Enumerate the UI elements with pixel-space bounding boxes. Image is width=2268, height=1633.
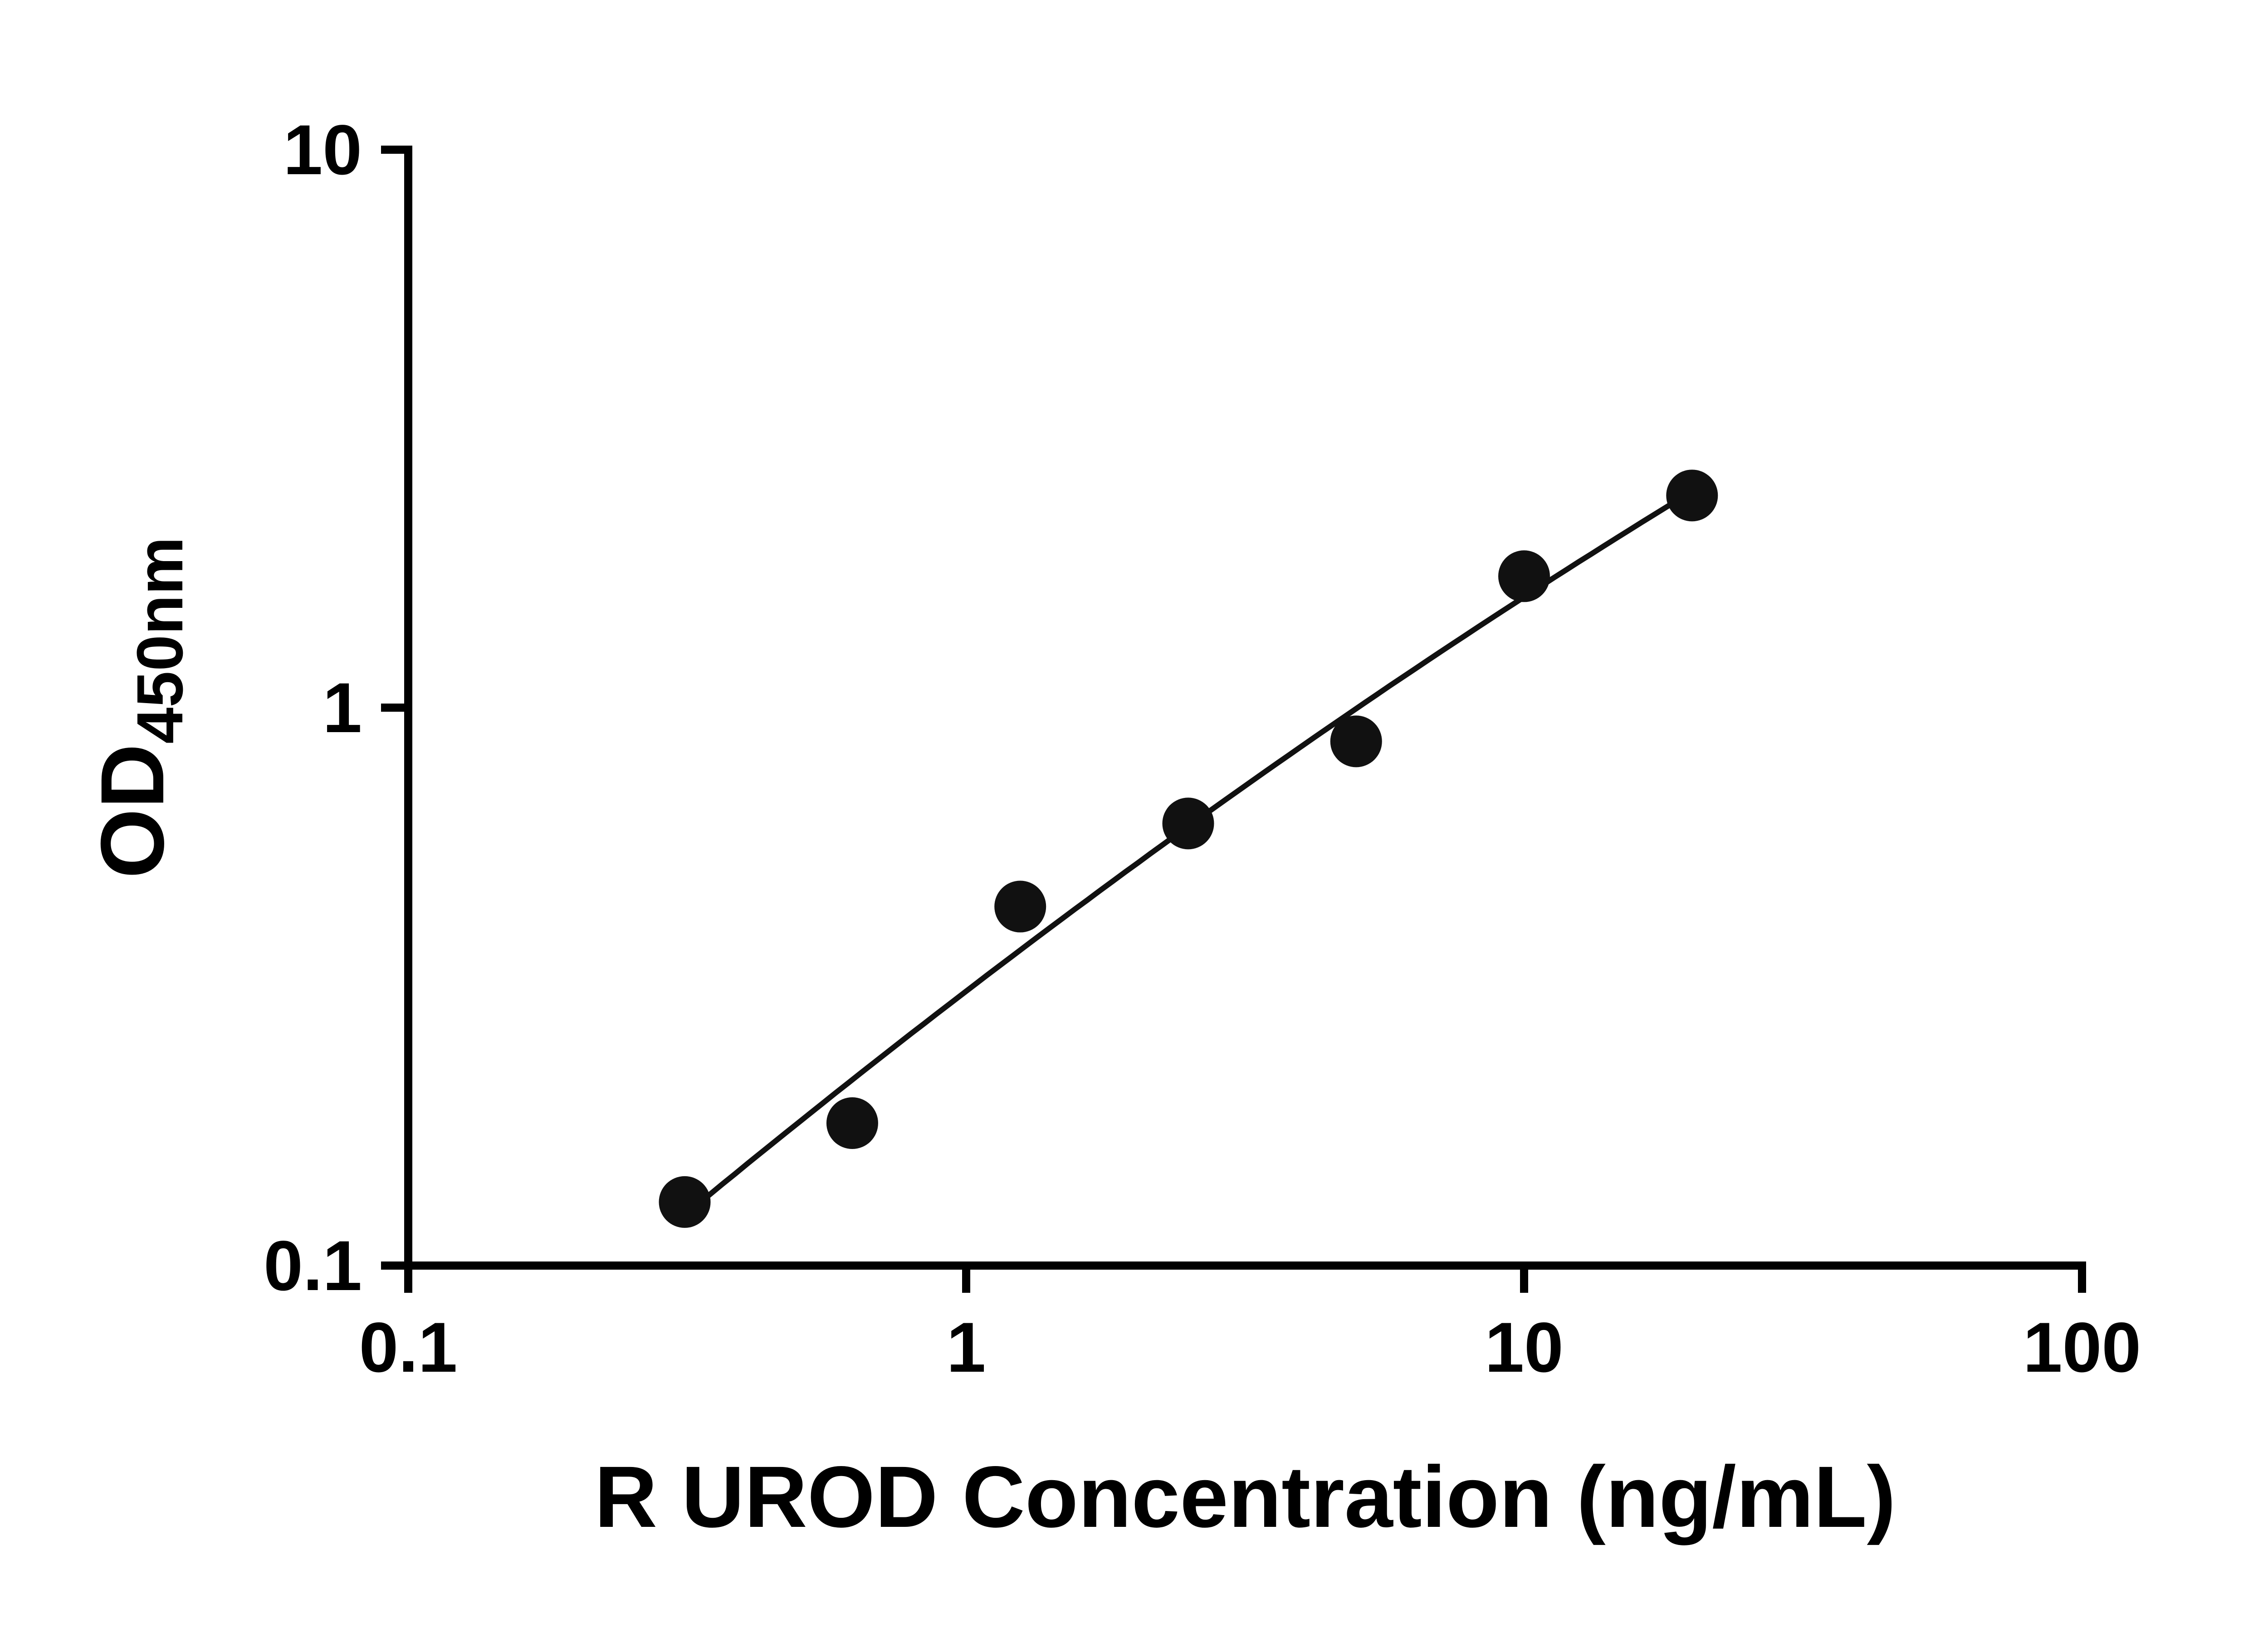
data-point: [994, 880, 1046, 933]
data-point: [1666, 469, 1718, 522]
data-point: [1498, 550, 1550, 602]
plot-area: 0.1 1 10 100 0.1 1 10: [264, 111, 2141, 1387]
y-axis-title-subscript: 450nm: [123, 537, 196, 743]
y-tick-label: 10: [283, 111, 362, 190]
x-tick-label: 1: [947, 1308, 986, 1387]
data-point: [659, 1176, 711, 1228]
y-axis-title: OD450nm: [82, 537, 196, 878]
data-point: [826, 1097, 878, 1149]
y-tick-label: 0.1: [264, 1227, 362, 1305]
x-tick-label: 10: [1485, 1308, 1564, 1387]
x-tick-label: 100: [2023, 1308, 2141, 1387]
x-axis-title: R UROD Concentration (ng/mL): [594, 1448, 1896, 1545]
y-axis-title-main: OD: [82, 744, 182, 879]
x-tick-label: 0.1: [359, 1308, 458, 1387]
data-point: [1330, 715, 1382, 768]
data-point: [1162, 797, 1214, 850]
y-tick-label: 1: [323, 669, 362, 748]
